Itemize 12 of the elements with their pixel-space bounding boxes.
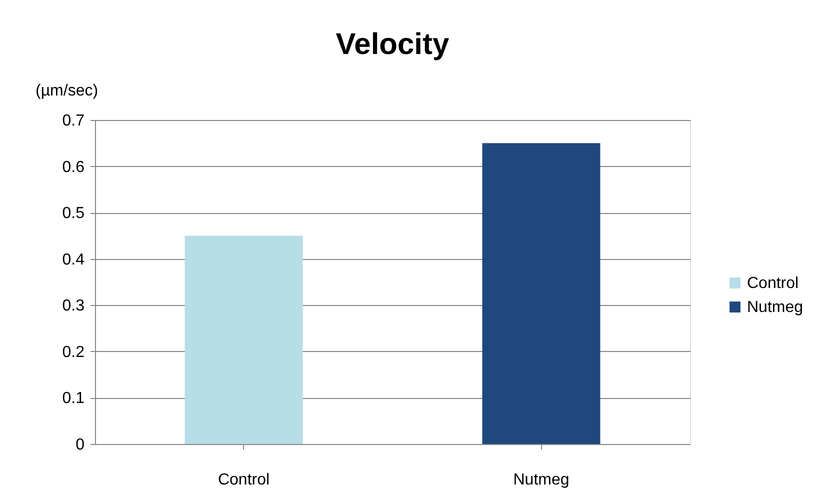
y-tick-label: 0.4: [62, 251, 85, 268]
y-axis-title: (µm/sec): [36, 82, 98, 100]
chart-title: Velocity: [336, 28, 450, 61]
y-tick-label: 0.1: [62, 390, 85, 408]
y-tick-label: 0.3: [62, 298, 85, 315]
legend-label: Nutmeg: [747, 299, 804, 316]
y-tick-label: 0.6: [62, 158, 85, 176]
y-tick-label: 0.7: [62, 112, 85, 130]
y-tick-label: 0: [76, 436, 85, 454]
y-tick-label: 0.2: [62, 344, 85, 361]
legend-label: Control: [747, 275, 799, 292]
y-tick-label: 0.5: [62, 205, 85, 222]
